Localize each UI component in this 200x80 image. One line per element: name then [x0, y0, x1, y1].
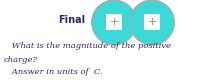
FancyBboxPatch shape: [144, 14, 160, 30]
Text: +: +: [109, 17, 119, 27]
Ellipse shape: [130, 0, 174, 45]
Text: Final: Final: [58, 15, 86, 25]
Text: charge?: charge?: [4, 56, 38, 64]
Text: +: +: [147, 17, 157, 27]
Ellipse shape: [92, 0, 136, 45]
Text: Answer in units of  C.: Answer in units of C.: [4, 68, 103, 76]
Text: What is the magnitude of the positive: What is the magnitude of the positive: [4, 42, 171, 50]
FancyBboxPatch shape: [106, 14, 122, 30]
